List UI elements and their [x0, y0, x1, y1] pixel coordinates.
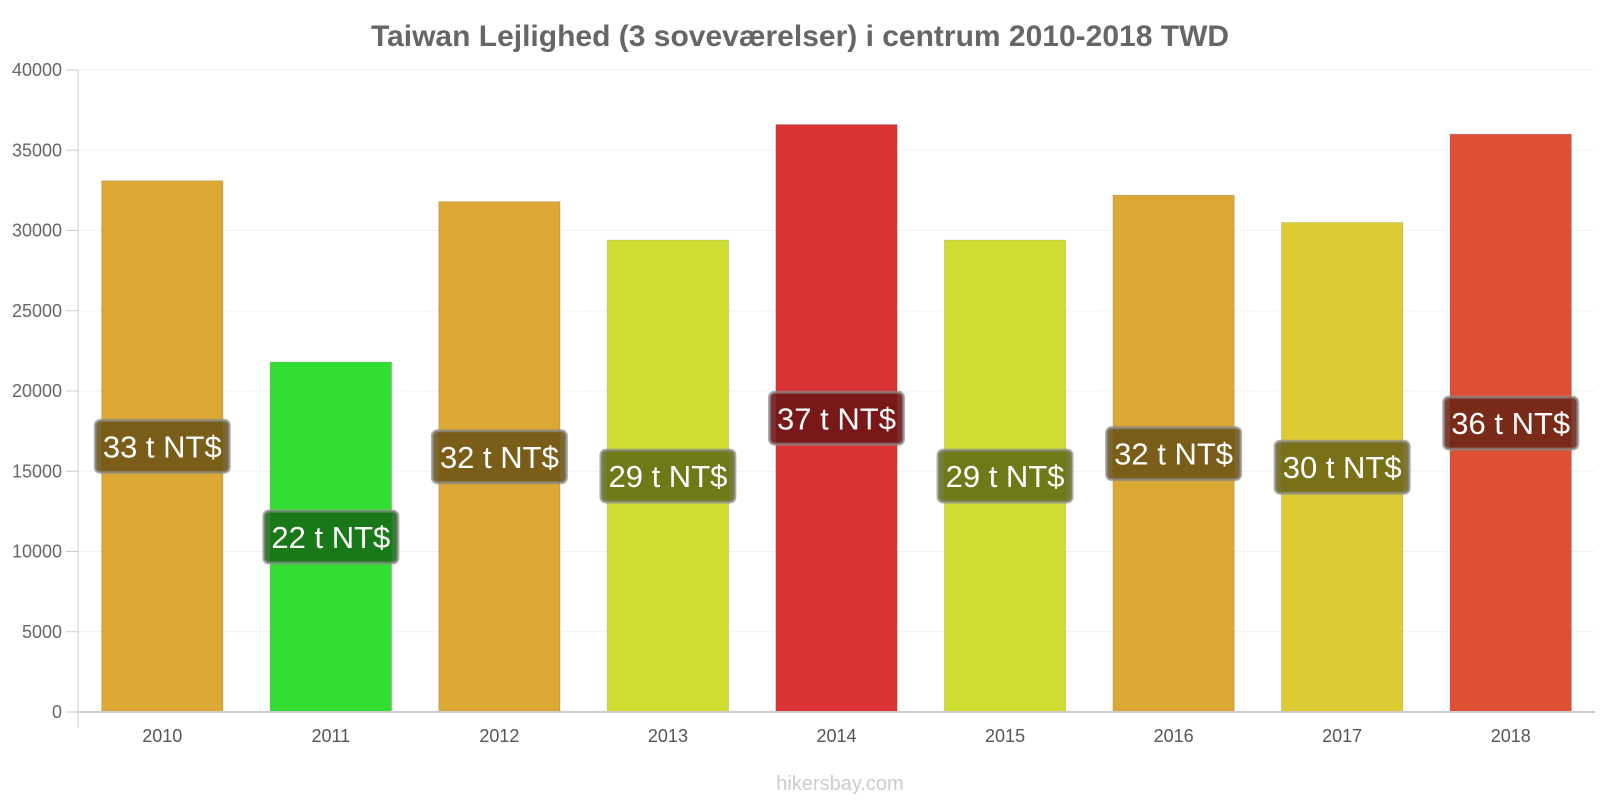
- data-label: 32 t NT$: [440, 440, 559, 475]
- source-credit: hikersbay.com: [776, 773, 903, 795]
- data-label-box: [599, 448, 737, 504]
- data-label: 33 t NT$: [103, 429, 222, 464]
- y-tick-label: 30000: [12, 221, 62, 241]
- data-label: 29 t NT$: [946, 459, 1065, 494]
- data-labels: 33 t NT$ 22 t NT$ 32 t NT$ 29 t NT$ 37 t NT$…: [93, 390, 1580, 565]
- data-label: 37 t NT$: [777, 401, 896, 436]
- x-tick-label: 2018: [1491, 726, 1531, 746]
- y-tick-label: 40000: [12, 60, 62, 80]
- y-tick-label: 0: [52, 702, 62, 722]
- y-tick-label: 5000: [22, 622, 62, 642]
- y-tick-label: 10000: [12, 542, 62, 562]
- y-tick-label: 20000: [12, 381, 62, 401]
- y-axis-ticks: 0 5000 10000 15000 20000 25000 30000 35000 40000: [12, 60, 78, 722]
- data-label-box: [93, 418, 231, 474]
- data-label: 30 t NT$: [1283, 450, 1402, 485]
- data-label: 32 t NT$: [1114, 437, 1233, 472]
- data-label: 29 t NT$: [608, 459, 727, 494]
- chart-title: Taiwan Lejlighed (3 soveværelser) i cent…: [371, 20, 1229, 53]
- data-label-box: [430, 429, 568, 485]
- data-label: 22 t NT$: [271, 520, 390, 555]
- y-tick-label: 15000: [12, 461, 62, 481]
- x-tick-label: 2016: [1154, 726, 1194, 746]
- data-label-box: [1273, 439, 1411, 495]
- y-tick-label: 25000: [12, 301, 62, 321]
- data-label-box: [1105, 426, 1243, 482]
- data-label-box: [936, 448, 1074, 504]
- data-label-box: [262, 509, 400, 565]
- x-tick-label: 2013: [648, 726, 688, 746]
- x-tick-label: 2014: [816, 726, 856, 746]
- x-tick-label: 2010: [142, 726, 182, 746]
- x-tick-label: 2015: [985, 726, 1025, 746]
- x-tick-label: 2011: [311, 726, 350, 746]
- x-tick-label: 2012: [479, 726, 519, 746]
- x-tick-label: 2017: [1322, 726, 1362, 746]
- y-tick-label: 35000: [12, 140, 62, 160]
- data-label-box: [1442, 395, 1580, 451]
- data-label-box: [768, 390, 905, 446]
- data-label: 36 t NT$: [1451, 406, 1570, 441]
- x-axis-ticks: 2010 2011 2012 2013 2014 2015 2016 2017 2018: [142, 726, 1530, 746]
